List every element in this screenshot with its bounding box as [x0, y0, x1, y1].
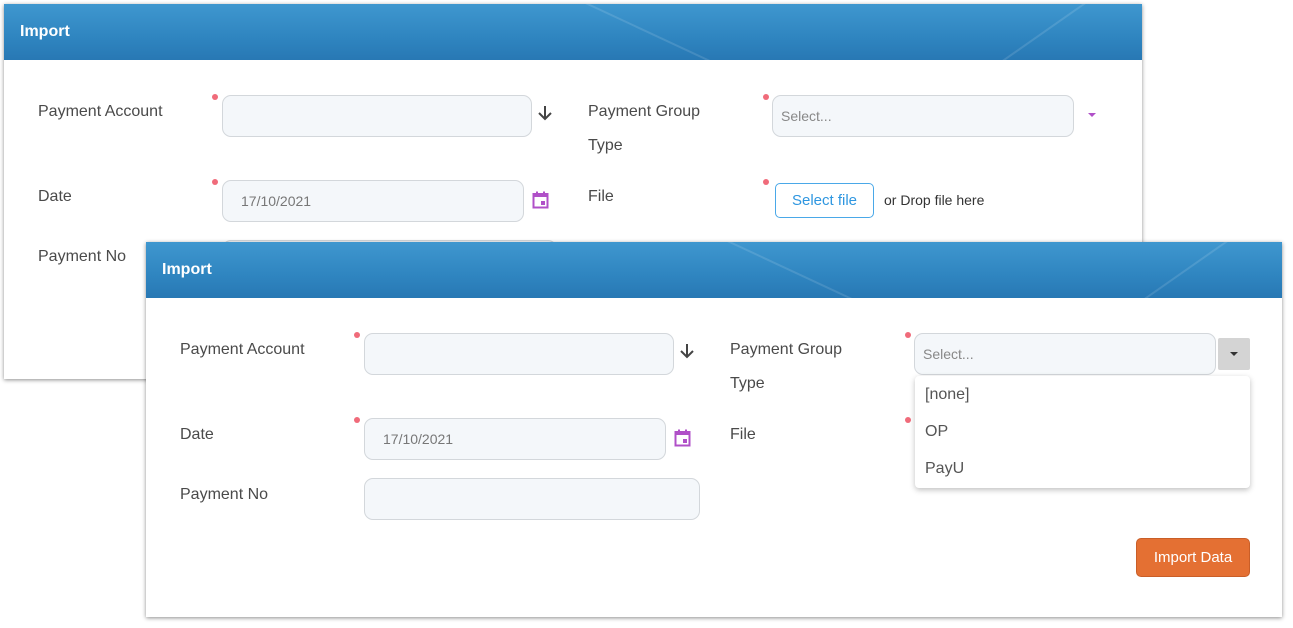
dropdown-option[interactable]: PayU: [925, 460, 965, 477]
payment-group-type-label: Payment Group: [588, 103, 701, 120]
arrow-down-icon[interactable]: [537, 104, 553, 122]
payment-group-type-label-2: Type: [730, 375, 765, 392]
payment-account-input[interactable]: [364, 333, 674, 375]
dropdown-option[interactable]: [none]: [925, 386, 970, 403]
payment-account-label: Payment Account: [180, 341, 305, 358]
dropdown-option[interactable]: OP: [925, 423, 949, 440]
required-indicator: [354, 417, 360, 423]
required-indicator: [212, 179, 218, 185]
dialog-header: Import: [146, 242, 1282, 298]
payment-account-input[interactable]: [222, 95, 532, 137]
payment-no-label: Payment No: [180, 486, 269, 503]
dialog-title: Import: [162, 261, 212, 278]
payment-no-input[interactable]: [364, 478, 700, 520]
payment-group-type-label: Payment Group: [730, 341, 843, 358]
caret-down-icon: [1230, 352, 1238, 356]
dialog-title: Import: [20, 23, 70, 40]
required-indicator: [763, 94, 769, 100]
dropdown-toggle-button[interactable]: [1218, 338, 1250, 370]
drop-file-hint: or Drop file here: [884, 192, 985, 208]
required-indicator: [905, 332, 911, 338]
arrow-down-icon[interactable]: [679, 342, 695, 360]
import-data-button[interactable]: Import Data: [1136, 538, 1250, 577]
required-indicator: [212, 94, 218, 100]
calendar-icon[interactable]: [674, 429, 691, 447]
date-input[interactable]: 17/10/2021: [222, 180, 524, 222]
import-dialog-front: Import Payment Account Payment Group Typ…: [146, 242, 1282, 617]
required-indicator: [905, 417, 911, 423]
calendar-icon[interactable]: [532, 191, 549, 209]
payment-group-type-label-2: Type: [588, 137, 623, 154]
dialog-header: Import: [4, 4, 1142, 60]
required-indicator: [354, 332, 360, 338]
payment-no-label: Payment No: [38, 248, 127, 265]
caret-down-icon[interactable]: [1087, 112, 1097, 118]
file-label: File: [588, 188, 614, 205]
payment-group-type-dropdown-menu: [none] OP PayU: [915, 376, 1250, 488]
date-input[interactable]: 17/10/2021: [364, 418, 666, 460]
date-label: Date: [38, 188, 72, 205]
file-label: File: [730, 426, 756, 443]
date-label: Date: [180, 426, 214, 443]
select-file-button[interactable]: Select file: [775, 183, 874, 218]
payment-account-label: Payment Account: [38, 103, 163, 120]
payment-group-type-select[interactable]: Select...: [772, 95, 1074, 137]
payment-group-type-select[interactable]: Select...: [914, 333, 1216, 375]
required-indicator: [763, 179, 769, 185]
